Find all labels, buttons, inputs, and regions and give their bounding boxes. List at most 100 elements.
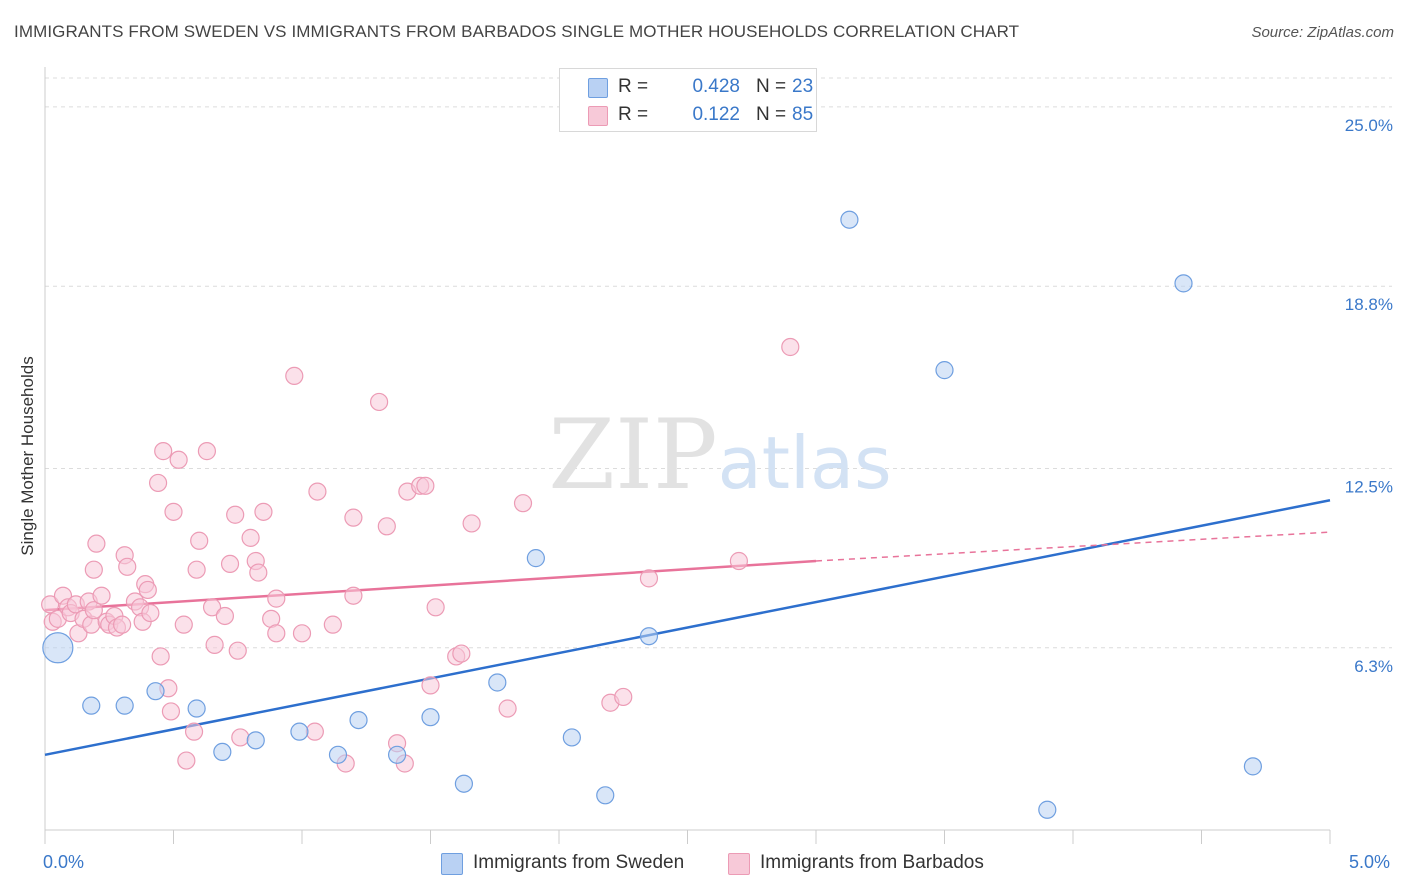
y-tick-label: 25.0% bbox=[1345, 116, 1393, 135]
legend-r-label: R = bbox=[618, 104, 649, 125]
point-barbados bbox=[41, 595, 60, 614]
point-barbados bbox=[370, 392, 389, 412]
point-barbados bbox=[84, 560, 103, 579]
legend-n-label: N = bbox=[756, 76, 787, 97]
legend-swatch-barbados bbox=[588, 106, 608, 126]
point-barbados bbox=[292, 624, 312, 643]
legend-swatch-sweden bbox=[588, 78, 608, 98]
point-barbados bbox=[169, 450, 188, 469]
legend-swatch-sweden bbox=[441, 853, 463, 875]
point-sweden bbox=[146, 682, 165, 701]
point-barbados bbox=[513, 494, 533, 513]
trend-line-dashed-barbados bbox=[815, 531, 1331, 562]
point-barbados bbox=[305, 722, 324, 741]
chart-title: IMMIGRANTS FROM SWEDEN VS IMMIGRANTS FRO… bbox=[14, 22, 1020, 41]
point-barbados bbox=[84, 601, 103, 620]
point-barbados bbox=[421, 676, 440, 695]
point-sweden bbox=[526, 549, 545, 568]
point-sweden bbox=[246, 731, 265, 750]
point-barbados bbox=[87, 534, 106, 553]
point-sweden bbox=[454, 774, 474, 793]
point-barbados bbox=[285, 366, 304, 386]
point-barbados bbox=[241, 528, 260, 547]
trend-line-sweden bbox=[44, 499, 1331, 757]
point-barbados bbox=[118, 557, 137, 576]
point-barbados bbox=[323, 615, 342, 634]
point-sweden bbox=[42, 632, 74, 664]
point-barbados bbox=[267, 589, 286, 608]
point-barbados bbox=[197, 442, 217, 461]
point-barbados bbox=[164, 502, 183, 521]
point-barbados bbox=[614, 687, 633, 707]
point-sweden bbox=[213, 742, 232, 762]
point-barbados bbox=[452, 644, 471, 663]
legend-swatch-barbados bbox=[728, 853, 750, 875]
point-sweden bbox=[387, 745, 407, 764]
point-barbados bbox=[267, 624, 286, 643]
watermark: ZIPatlas bbox=[548, 399, 891, 511]
point-barbados bbox=[151, 647, 170, 666]
point-sweden bbox=[935, 361, 954, 380]
point-barbados bbox=[187, 560, 206, 579]
point-barbados bbox=[231, 728, 250, 747]
point-barbados bbox=[177, 751, 196, 770]
point-barbados bbox=[154, 442, 173, 461]
point-barbados bbox=[205, 635, 224, 654]
point-barbados bbox=[220, 554, 240, 574]
y-tick-label: 6.3% bbox=[1354, 657, 1393, 676]
legend-n-label: N = bbox=[756, 104, 787, 125]
point-barbados bbox=[462, 514, 481, 533]
point-sweden bbox=[1038, 800, 1057, 819]
point-barbados bbox=[416, 476, 435, 495]
point-sweden bbox=[1243, 757, 1263, 776]
point-sweden bbox=[639, 627, 659, 646]
point-barbados bbox=[141, 603, 160, 623]
point-sweden bbox=[290, 722, 309, 741]
trend-line-barbados bbox=[44, 559, 817, 612]
point-sweden bbox=[187, 699, 206, 718]
trend-lines bbox=[44, 499, 1331, 757]
legend-r-label: R = bbox=[618, 76, 649, 97]
legend-label-sweden: Immigrants from Sweden bbox=[473, 852, 685, 873]
legend-label-barbados: Immigrants from Barbados bbox=[760, 852, 984, 873]
point-sweden bbox=[596, 786, 615, 805]
y-tick-labels: 6.3% 12.5% 18.8% 25.0% bbox=[1345, 116, 1393, 676]
point-barbados bbox=[148, 473, 168, 493]
point-barbados bbox=[190, 531, 209, 550]
point-barbados bbox=[249, 563, 268, 582]
point-sweden bbox=[328, 745, 348, 764]
point-barbados bbox=[254, 502, 273, 521]
point-barbados bbox=[344, 586, 363, 605]
point-barbados bbox=[344, 508, 363, 527]
point-sweden bbox=[1174, 274, 1193, 293]
point-sweden bbox=[562, 728, 581, 747]
point-sweden bbox=[82, 696, 101, 715]
scatter-points bbox=[41, 210, 1263, 819]
point-sweden bbox=[115, 696, 134, 715]
point-barbados bbox=[184, 722, 204, 741]
point-barbados bbox=[729, 551, 749, 571]
point-barbados bbox=[781, 337, 800, 357]
legend-r-value: 0.428 bbox=[692, 76, 740, 97]
point-sweden bbox=[421, 708, 440, 727]
legend-r-value: 0.122 bbox=[692, 104, 740, 125]
y-tick-label: 18.8% bbox=[1345, 295, 1393, 314]
point-barbados bbox=[228, 641, 247, 660]
point-sweden bbox=[488, 673, 507, 692]
x-tick-label-max: 5.0% bbox=[1349, 852, 1391, 872]
point-barbados bbox=[112, 615, 132, 634]
point-barbados bbox=[426, 598, 445, 617]
point-barbados bbox=[92, 586, 111, 605]
x-tick-label-min: 0.0% bbox=[43, 852, 85, 872]
point-barbados bbox=[498, 699, 517, 718]
point-barbados bbox=[202, 598, 222, 617]
point-barbados bbox=[174, 615, 193, 634]
point-sweden bbox=[349, 710, 368, 730]
legend-n-value: 23 bbox=[792, 76, 814, 97]
point-barbados bbox=[639, 569, 659, 588]
axes bbox=[44, 67, 1331, 844]
y-tick-label: 12.5% bbox=[1345, 477, 1393, 496]
point-barbados bbox=[226, 505, 245, 524]
point-barbados bbox=[377, 517, 396, 536]
